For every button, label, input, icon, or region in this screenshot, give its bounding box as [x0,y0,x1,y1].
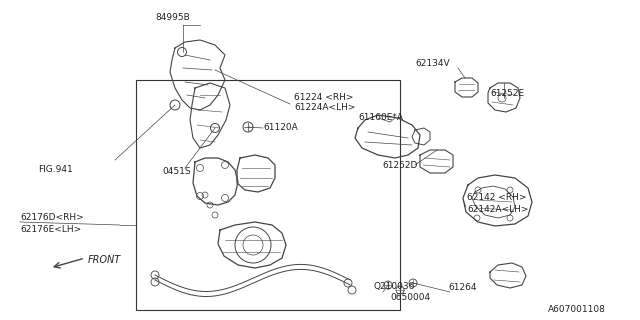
Text: 62134V: 62134V [415,60,450,68]
Text: FIG.941: FIG.941 [38,165,73,174]
Text: A607001108: A607001108 [548,306,606,315]
Text: 61160E*A: 61160E*A [358,114,403,123]
Text: 61264: 61264 [448,283,477,292]
Text: 62176E<LH>: 62176E<LH> [20,226,81,235]
Text: 62142 <RH>: 62142 <RH> [467,194,527,203]
Text: 61120A: 61120A [263,123,298,132]
Text: 0451S: 0451S [162,167,191,177]
Text: 62142A<LH>: 62142A<LH> [467,205,529,214]
Text: FRONT: FRONT [88,255,121,265]
Text: 61252D: 61252D [382,161,417,170]
Text: 62176D<RH>: 62176D<RH> [20,213,84,222]
Text: Q210036: Q210036 [374,283,415,292]
Text: 61224A<LH>: 61224A<LH> [294,103,355,113]
Bar [136,80,400,310]
Text: 0650004: 0650004 [390,292,430,301]
Text: 61224 <RH>: 61224 <RH> [294,92,353,101]
Text: 61252E: 61252E [490,89,524,98]
Text: 84995B: 84995B [155,13,189,22]
